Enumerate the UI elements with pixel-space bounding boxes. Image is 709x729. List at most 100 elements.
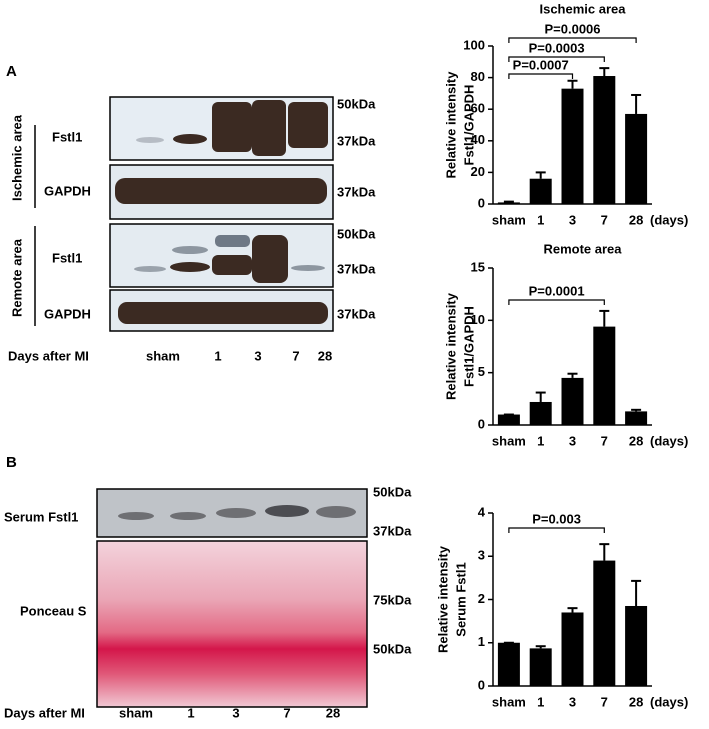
significance-bracket: [508, 37, 637, 43]
lane-label: 3: [254, 348, 261, 363]
marker-label: 37kDa: [373, 523, 412, 538]
bar: [529, 401, 552, 425]
x-unit: (days): [650, 212, 688, 227]
x-tick-label: sham: [492, 433, 526, 448]
bar: [593, 326, 616, 425]
y-axis-label: Relative intensity: [443, 292, 458, 400]
x-title: Days after MI: [4, 705, 85, 720]
lane-label: 7: [292, 348, 299, 363]
bar: [593, 76, 616, 204]
y-tick-label: 3: [478, 548, 485, 563]
group-label: Remote area: [9, 238, 24, 317]
x-tick-label: 1: [537, 433, 544, 448]
marker-label: 50kDa: [337, 226, 376, 241]
marker-label: 50kDa: [373, 641, 412, 656]
x-tick-label: sham: [492, 212, 526, 227]
lane-label: 28: [326, 705, 340, 720]
x-tick-label: 7: [601, 212, 608, 227]
row-label: GAPDH: [44, 306, 91, 321]
x-tick-label: 28: [629, 694, 643, 709]
y-tick-label: 80: [471, 69, 485, 84]
marker-label: 75kDa: [373, 592, 412, 607]
y-tick-label: 40: [471, 132, 485, 147]
chart-title: Remote area: [543, 241, 622, 256]
lane-label: 3: [232, 705, 239, 720]
y-tick-label: 15: [471, 259, 485, 274]
bar: [497, 202, 520, 204]
y-tick-label: 0: [478, 195, 485, 210]
y-axis-label: Relative intensity: [443, 71, 458, 179]
p-value: P=0.0006: [544, 21, 600, 36]
bar: [497, 414, 520, 425]
p-value: P=0.003: [532, 511, 581, 526]
y-axis-label: Fstl1/GAPDH: [461, 306, 476, 387]
y-tick-label: 10: [471, 312, 485, 327]
group-label: Ischemic area: [9, 114, 24, 201]
bands: [118, 505, 356, 520]
p-value: P=0.0007: [513, 57, 569, 72]
row-label: Ponceau S: [20, 603, 87, 618]
bar: [529, 178, 552, 204]
bar: [593, 560, 616, 686]
bar: [497, 642, 520, 686]
x-tick-label: 3: [569, 212, 576, 227]
y-axis-label: Serum Fstl1: [453, 562, 468, 636]
x-tick-label: sham: [492, 694, 526, 709]
x-tick-label: 1: [537, 694, 544, 709]
bar: [625, 605, 648, 686]
y-tick-label: 5: [478, 364, 485, 379]
row-label: Fstl1: [52, 129, 82, 144]
x-tick-label: 28: [629, 212, 643, 227]
significance-bracket: [508, 73, 574, 79]
y-tick-label: 4: [478, 504, 486, 519]
marker-label: 37kDa: [337, 133, 376, 148]
y-axis-label: Fstl1/GAPDH: [461, 85, 476, 166]
x-tick-label: 3: [569, 694, 576, 709]
panel-label: B: [6, 454, 17, 471]
x-tick-label: 3: [569, 433, 576, 448]
y-tick-label: 2: [478, 591, 485, 606]
marker-label: 50kDa: [373, 484, 412, 499]
lane-label: sham: [146, 348, 180, 363]
chart-title: Ischemic area: [539, 1, 626, 16]
lane-label: 1: [214, 348, 221, 363]
x-title: Days after MI: [8, 348, 89, 363]
significance-bracket: [508, 56, 605, 62]
bar: [625, 113, 648, 204]
marker-label: 37kDa: [337, 306, 376, 321]
x-tick-label: 1: [537, 212, 544, 227]
y-tick-label: 60: [471, 101, 485, 116]
row-label: Fstl1: [52, 250, 82, 265]
bar: [561, 377, 584, 425]
panel-label: A: [6, 63, 17, 80]
ponceau-blot: [96, 540, 368, 708]
x-tick-label: 7: [601, 694, 608, 709]
significance-bracket: [508, 299, 605, 305]
x-tick-label: 28: [629, 433, 643, 448]
y-axis-label: Relative intensity: [435, 545, 450, 653]
p-value: P=0.0003: [529, 40, 585, 55]
x-tick-label: 7: [601, 433, 608, 448]
y-tick-label: 0: [478, 677, 485, 692]
x-unit: (days): [650, 433, 688, 448]
y-tick-label: 0: [478, 416, 485, 431]
lane-label: 28: [318, 348, 332, 363]
lane-label: 7: [283, 705, 290, 720]
bands: [115, 100, 328, 324]
lane-label: sham: [119, 705, 153, 720]
p-value: P=0.0001: [529, 283, 585, 298]
y-tick-label: 20: [471, 164, 485, 179]
x-unit: (days): [650, 694, 688, 709]
bar: [529, 648, 552, 686]
y-tick-label: 100: [463, 37, 485, 52]
marker-label: 37kDa: [337, 261, 376, 276]
row-label: GAPDH: [44, 183, 91, 198]
row-label: Serum Fstl1: [4, 509, 78, 524]
marker-label: 50kDa: [337, 96, 376, 111]
bar: [561, 88, 584, 204]
marker-label: 37kDa: [337, 184, 376, 199]
significance-bracket: [508, 527, 605, 533]
lane-label: 1: [187, 705, 194, 720]
bar: [625, 411, 648, 425]
